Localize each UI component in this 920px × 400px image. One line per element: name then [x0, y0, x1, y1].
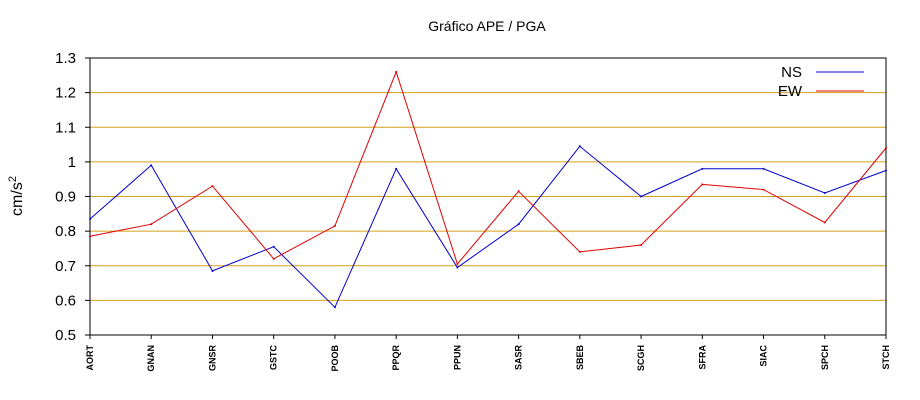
x-tick-label: SCGH	[636, 345, 646, 371]
data-point-ew	[211, 185, 214, 188]
data-point-ns	[640, 195, 643, 198]
data-point-ns	[395, 167, 398, 170]
x-tick-label: PPUN	[452, 345, 462, 370]
x-tick-label: SPCH	[820, 345, 830, 370]
data-point-ew	[517, 190, 520, 193]
data-point-ns	[211, 269, 214, 272]
legend-label: EW	[778, 83, 803, 100]
x-tick-label: GNAN	[146, 345, 156, 372]
x-tick-label: SFRA	[697, 345, 707, 370]
data-point-ew	[823, 221, 826, 224]
x-tick-label: SBEB	[575, 345, 585, 371]
data-point-ns	[456, 266, 459, 269]
x-tick-label: GSTC	[269, 345, 279, 371]
series-line-ew	[89, 70, 887, 266]
data-point-ns	[272, 245, 275, 248]
data-point-ew	[762, 188, 765, 191]
y-tick-label: 0.7	[55, 258, 76, 275]
y-tick-label: 1.1	[55, 119, 76, 136]
x-tick-label: GNSR	[207, 345, 217, 372]
y-tick-label: 1.2	[55, 85, 76, 102]
data-point-ew	[150, 223, 153, 226]
y-axis-label: cm/s2	[7, 176, 26, 216]
data-point-ns	[885, 169, 887, 172]
y-axis-label-superscript: 2	[7, 176, 19, 182]
data-point-ew	[395, 70, 398, 73]
data-point-ns	[701, 167, 704, 170]
series-lines	[89, 70, 887, 309]
y-tick-label: 0.9	[55, 189, 76, 206]
x-tick-label: AORT	[85, 345, 95, 371]
y-axis-ticks: 0.5 0.6 0.7 0.8 0.9 1 1.1 1.2 1.3	[55, 50, 90, 344]
data-point-ns	[89, 218, 91, 221]
data-point-ns	[517, 223, 520, 226]
data-point-ns	[762, 167, 765, 170]
y-tick-label: 0.5	[55, 327, 76, 344]
data-point-ew	[89, 235, 91, 238]
data-point-ew	[578, 250, 581, 253]
data-point-ew	[701, 183, 704, 186]
gridlines	[90, 92, 886, 301]
data-point-ew	[456, 263, 459, 266]
x-tick-label: SASR	[514, 345, 524, 371]
x-tick-label: POOB	[330, 345, 340, 372]
data-point-ew	[640, 243, 643, 246]
y-tick-label: 0.8	[55, 223, 76, 240]
x-tick-label: STCH	[881, 345, 891, 370]
y-tick-label: 1.3	[55, 50, 76, 67]
legend: NS EW	[778, 64, 864, 100]
data-point-ew	[333, 224, 336, 227]
chart-title: Gráfico APE / PGA	[428, 18, 546, 34]
data-point-ns	[578, 145, 581, 148]
y-tick-label: 1	[68, 154, 76, 171]
x-tick-label: SIAC	[759, 345, 769, 367]
data-point-ns	[333, 306, 336, 309]
series-line-ns	[89, 145, 887, 309]
data-point-ns	[823, 192, 826, 195]
x-tick-label: PPQR	[391, 345, 401, 371]
y-axis-label-text: cm/s	[9, 182, 26, 216]
y-tick-label: 0.6	[55, 292, 76, 309]
data-point-ns	[150, 164, 153, 167]
x-axis-ticks: AORT GNAN GNSR GSTC POOB PPQR PPUN SASR SBEB SCGH…	[85, 335, 891, 372]
data-point-ew	[885, 147, 887, 150]
legend-label: NS	[781, 64, 802, 81]
data-point-ew	[272, 257, 275, 260]
